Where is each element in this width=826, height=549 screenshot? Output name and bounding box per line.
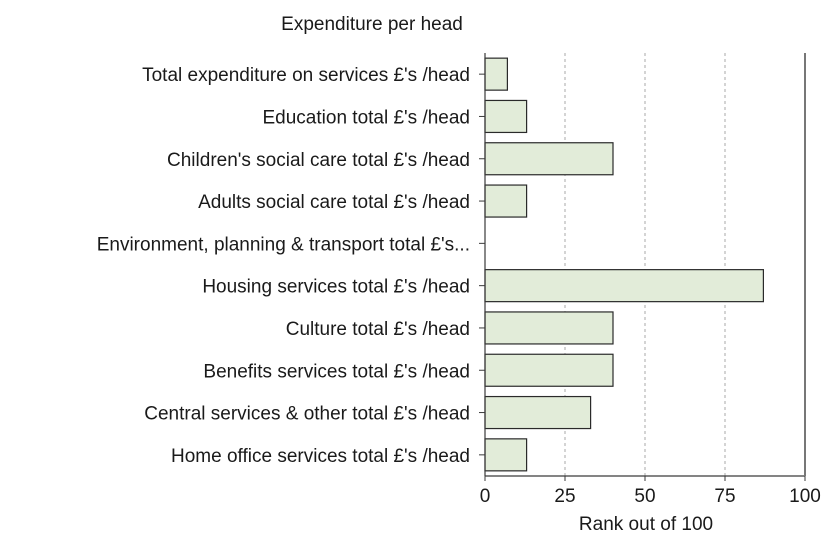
category-label-8: Central services & other total £'s /head — [144, 404, 470, 425]
x-tick-label-1: 25 — [554, 486, 575, 507]
bar-8 — [484, 395, 592, 430]
gridlines — [564, 53, 726, 476]
x-tick-label-4: 100 — [789, 486, 821, 507]
x-tick-label-2: 50 — [634, 486, 655, 507]
x-axis-label: Rank out of 100 — [579, 514, 713, 535]
x-tick-label-3: 75 — [714, 486, 735, 507]
bar-3 — [484, 184, 528, 218]
category-label-9: Home office services total £'s /head — [171, 446, 470, 467]
category-label-6: Culture total £'s /head — [286, 319, 470, 340]
category-label-3: Adults social care total £'s /head — [198, 192, 470, 213]
bar-7 — [484, 353, 614, 387]
bar-1 — [484, 99, 528, 134]
x-tick-label-0: 0 — [480, 486, 491, 507]
bar-9 — [484, 438, 528, 472]
bar-2 — [484, 142, 614, 176]
category-label-2: Children's social care total £'s /head — [167, 150, 470, 171]
bars — [484, 57, 764, 472]
x-tick-labels: 0 25 50 75 100 — [480, 476, 821, 507]
category-label-7: Benefits services total £'s /head — [203, 361, 470, 382]
bar-6 — [484, 311, 614, 345]
category-labels: Total expenditure on services £'s /head E… — [97, 65, 470, 467]
category-label-1: Education total £'s /head — [263, 107, 471, 128]
category-label-4: Environment, planning & transport total … — [97, 234, 470, 255]
category-label-0: Total expenditure on services £'s /head — [142, 65, 470, 86]
bar-5 — [484, 269, 764, 303]
bar-0 — [484, 57, 508, 91]
chart-title: Expenditure per head — [281, 14, 463, 35]
category-label-5: Housing services total £'s /head — [202, 277, 470, 298]
